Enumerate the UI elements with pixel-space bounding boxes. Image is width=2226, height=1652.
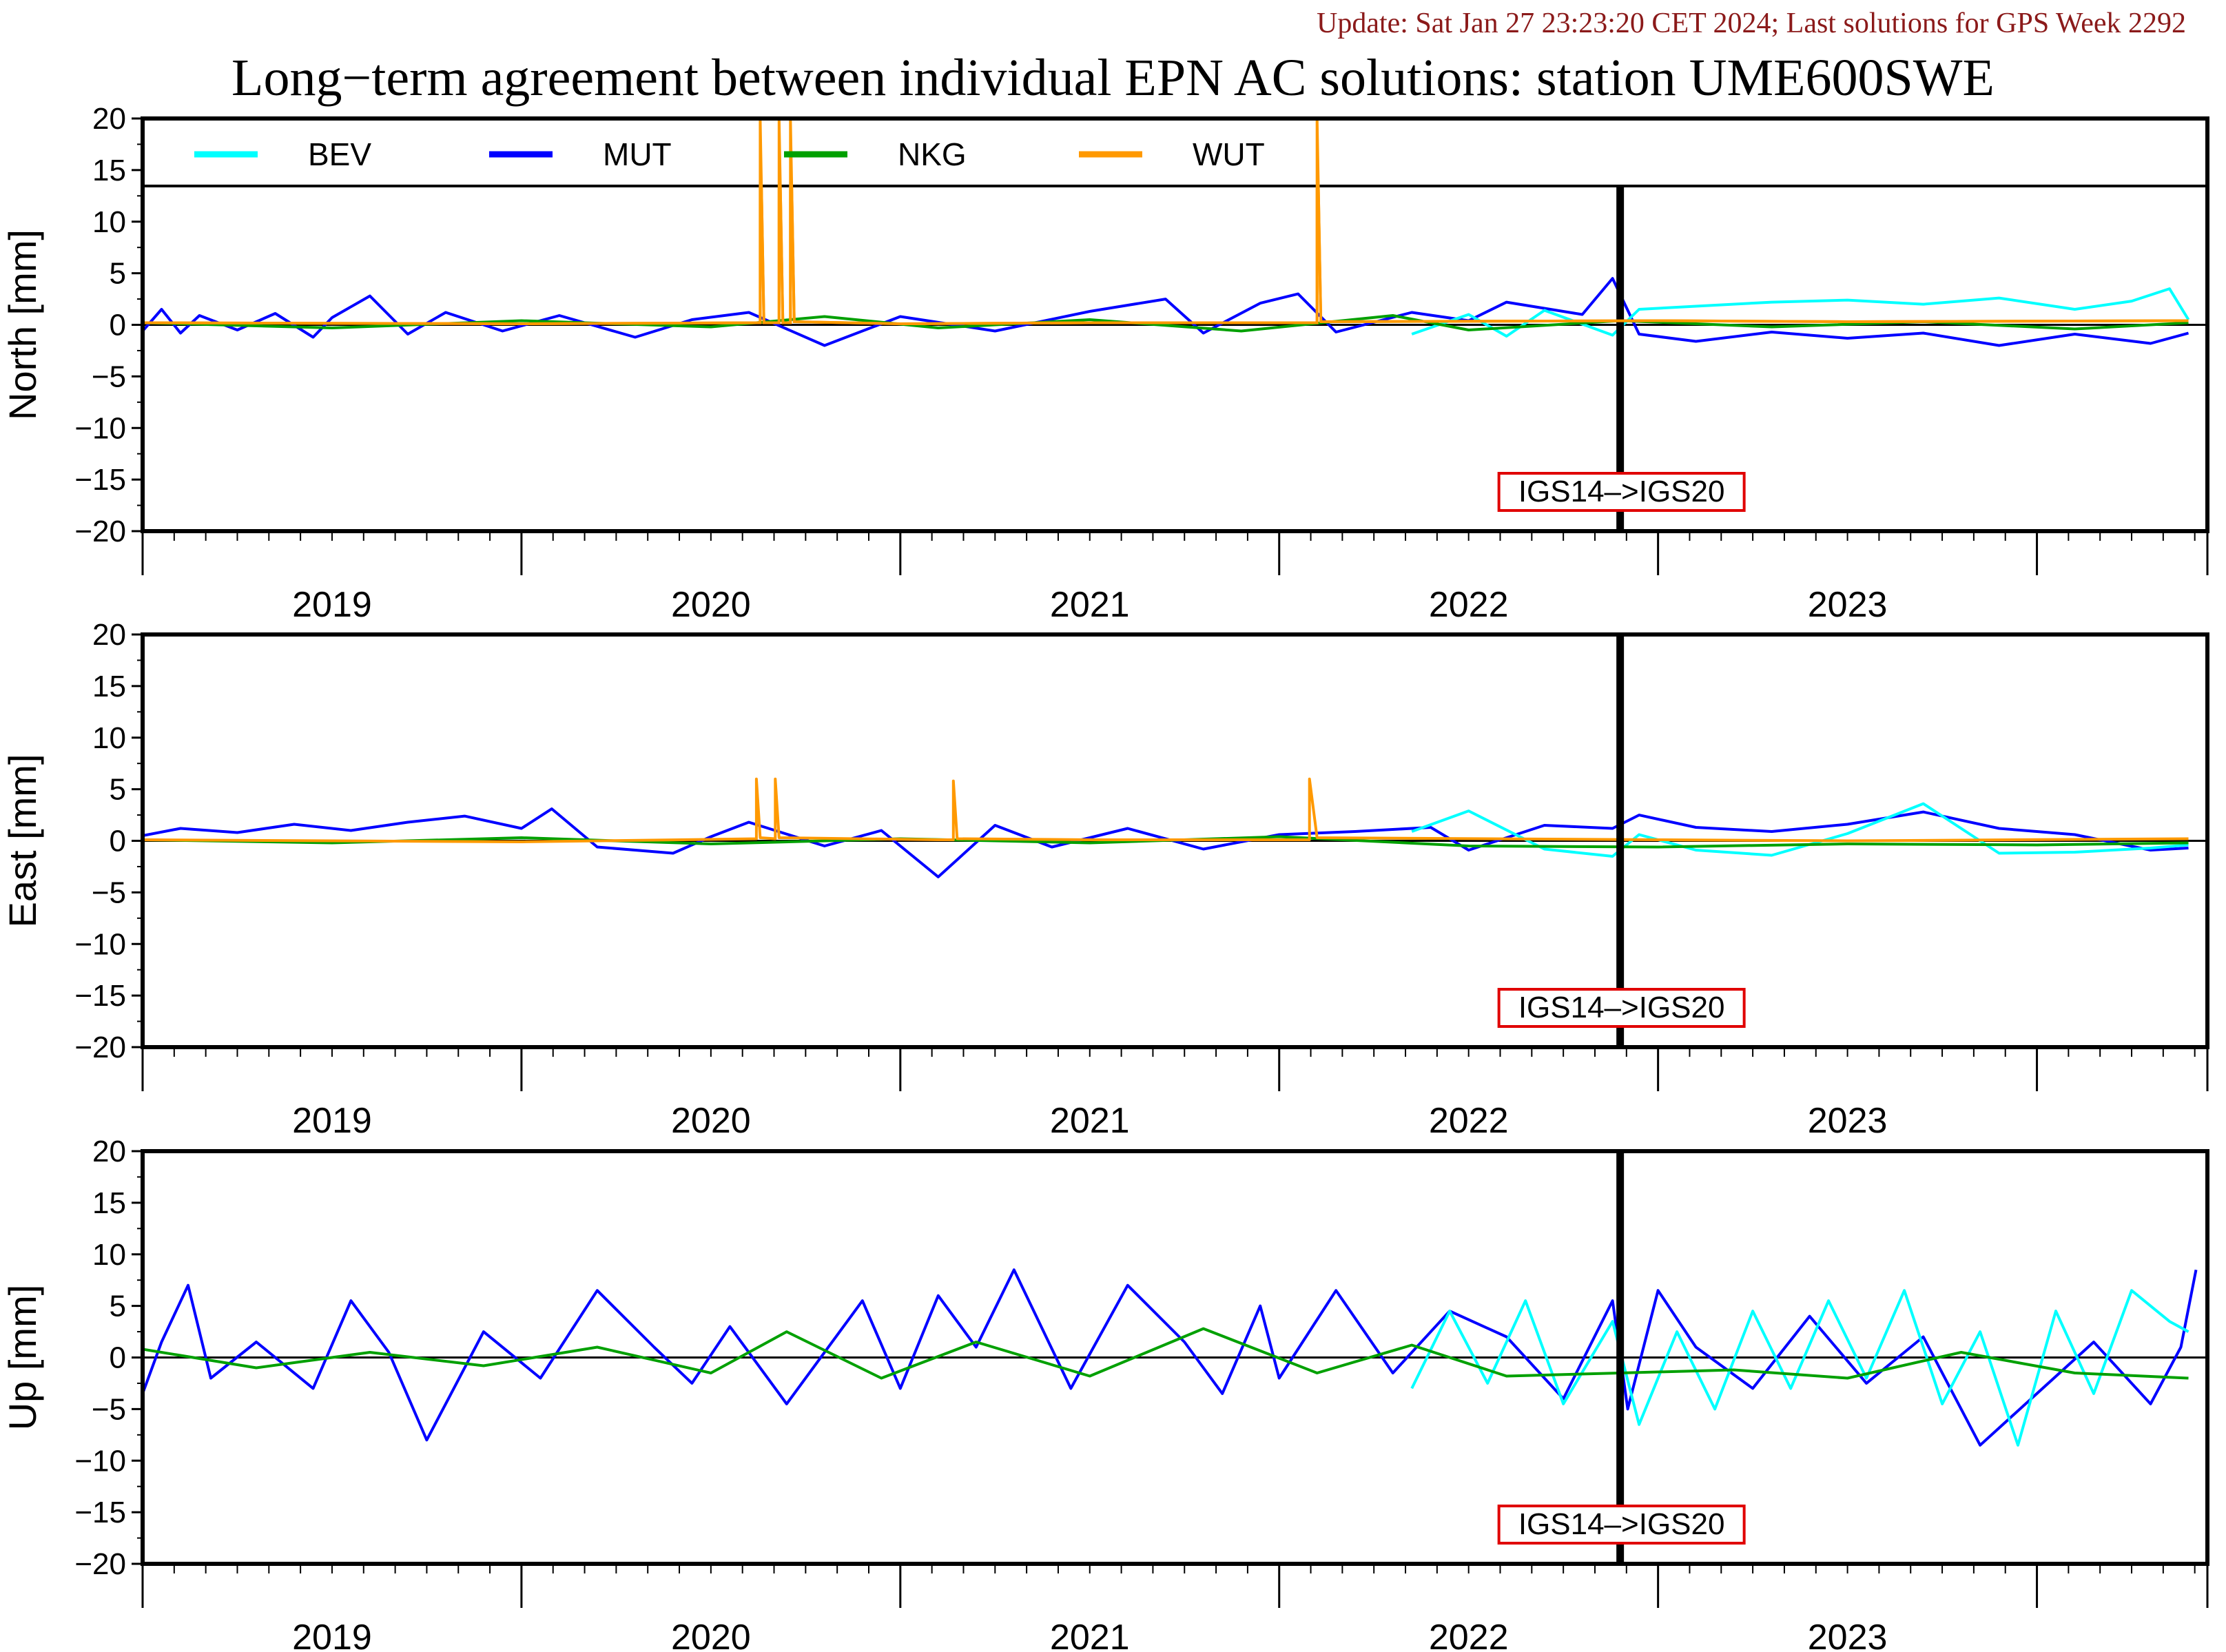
series-mut: [143, 807, 2189, 878]
y-tick-label: 5: [110, 1290, 126, 1323]
y-tick-label: −15: [74, 979, 126, 1013]
x-year-label: 2020: [671, 1618, 751, 1652]
x-year-label: 2023: [1808, 1618, 1888, 1652]
y-tick-label: −20: [74, 1547, 126, 1581]
series-wut: [143, 777, 2189, 843]
y-tick-label: −15: [74, 463, 126, 497]
series-mut: [143, 1268, 2198, 1447]
series-mut: [143, 277, 2189, 347]
y-tick-label: −10: [74, 927, 126, 961]
plot-frame: [141, 632, 2209, 1049]
y-tick-label: 20: [92, 618, 126, 652]
x-year-label: 2020: [671, 585, 751, 625]
y-tick-label: 0: [110, 1341, 126, 1375]
y-tick-label: −20: [74, 515, 126, 548]
y-tick-label: 5: [110, 773, 126, 807]
y-tick-label: 10: [92, 721, 126, 755]
y-tick-label: 10: [92, 1238, 126, 1272]
y-tick-label: −15: [74, 1496, 126, 1529]
legend-label-mut: MUT: [603, 136, 672, 172]
y-tick-label: 0: [110, 309, 126, 342]
x-year-label: 2023: [1808, 585, 1888, 625]
x-year-label: 2020: [671, 1101, 751, 1141]
y-tick-label: 0: [110, 825, 126, 858]
series-wut-overlay: [143, 118, 2189, 326]
frame-change-box: [1497, 472, 1746, 512]
y-tick-label: 20: [92, 1135, 126, 1168]
series-bev: [1411, 802, 2189, 858]
x-year-label: 2023: [1808, 1101, 1888, 1141]
y-axis-title: North [mm]: [1, 229, 44, 420]
panel-up: IGS14–>IGS20 20 15 10 5 0 −5 −10 −15 −20 2019 2020 2…: [1, 1135, 2209, 1652]
legend-box: [143, 118, 2207, 186]
frame-change-label: IGS14–>IGS20: [1518, 475, 1725, 508]
y-tick-label: 10: [92, 205, 126, 239]
x-year-label: 2022: [1429, 585, 1509, 625]
y-tick-label: 15: [92, 154, 126, 187]
y-tick-label: −10: [74, 1444, 126, 1478]
y-tick-label: −5: [92, 876, 126, 909]
panel-north: IGS14–>IGS20 BEV MUT NKG WUT 20 15 10 5 0 −5 −10 −15…: [1, 102, 2209, 625]
x-year-label: 2019: [292, 585, 372, 625]
x-year-label: 2021: [1050, 1618, 1130, 1652]
y-tick-label: 15: [92, 670, 126, 703]
panel-east: IGS14–>IGS20 20 15 10 5 0 −5 −10 −15 −20 2019 2020 2…: [1, 618, 2209, 1141]
series-bev: [1410, 1289, 2189, 1447]
series-nkg: [143, 1327, 2189, 1380]
y-tick-label: −5: [92, 1392, 126, 1426]
plot-frame: [141, 1149, 2209, 1566]
legend-label-bev: BEV: [308, 136, 371, 172]
series-group: [143, 777, 2189, 878]
frame-change-label: IGS14–>IGS20: [1518, 1507, 1725, 1541]
legend-label-nkg: NKG: [898, 136, 967, 172]
frame-change-box: [1497, 1505, 1746, 1545]
legend-label-wut: WUT: [1193, 136, 1265, 172]
frame-change-box: [1497, 988, 1746, 1028]
plot-frame: [141, 116, 2209, 533]
y-tick-label: 15: [92, 1186, 126, 1220]
frame-change-label: IGS14–>IGS20: [1518, 991, 1725, 1024]
y-tick-label: 20: [92, 102, 126, 136]
x-year-label: 2019: [292, 1618, 372, 1652]
y-axis-title: Up [mm]: [1, 1285, 44, 1431]
chart-title: Long−term agreement between individual E…: [231, 49, 1995, 107]
y-axis-title: East [mm]: [1, 754, 44, 927]
series-group: [143, 1268, 2198, 1447]
y-tick-label: −10: [74, 411, 126, 445]
x-year-label: 2022: [1429, 1618, 1509, 1652]
y-tick-label: 5: [110, 257, 126, 291]
x-year-label: 2019: [292, 1101, 372, 1141]
y-tick-label: −20: [74, 1031, 126, 1064]
x-year-label: 2021: [1050, 585, 1130, 625]
y-tick-label: −5: [92, 360, 126, 393]
x-year-label: 2021: [1050, 1101, 1130, 1141]
update-timestamp: Update: Sat Jan 27 23:23:20 CET 2024; La…: [1316, 8, 2186, 39]
x-year-label: 2022: [1429, 1101, 1509, 1141]
